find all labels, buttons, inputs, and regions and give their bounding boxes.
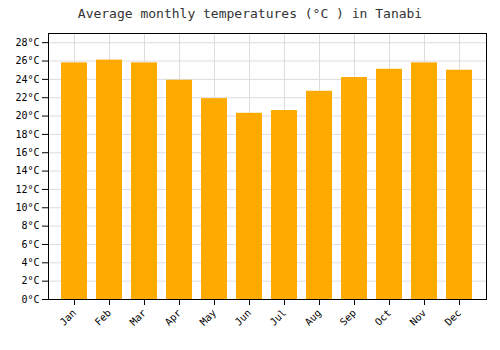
svg-text:6°C: 6°C [21, 239, 39, 250]
svg-text:8°C: 8°C [21, 220, 39, 231]
svg-text:20°C: 20°C [15, 110, 39, 121]
html-text:Average monthly temperatures (: Average monthly temperatures (°C ) in Ta… [77, 6, 423, 21]
svg-text:18°C: 18°C [15, 129, 39, 140]
svg-text:Sep: Sep [338, 307, 359, 328]
svg-text:2°C: 2°C [21, 275, 39, 286]
svg-text:Feb: Feb [93, 307, 114, 328]
svg-text:Dec: Dec [443, 307, 464, 328]
svg-text:22°C: 22°C [15, 92, 39, 103]
svg-text:28°C: 28°C [15, 37, 39, 48]
svg-text:Jan: Jan [58, 307, 79, 328]
svg-text:26°C: 26°C [15, 55, 39, 66]
svg-text:Apr: Apr [163, 307, 184, 328]
svg-text:Jun: Jun [233, 307, 254, 328]
svg-text:Oct: Oct [373, 307, 394, 328]
svg-text:10°C: 10°C [15, 202, 39, 213]
svg-text:14°C: 14°C [15, 165, 39, 176]
svg-text:Mar: Mar [128, 307, 149, 328]
svg-text:12°C: 12°C [15, 184, 39, 195]
svg-text:24°C: 24°C [15, 74, 39, 85]
svg-text:Nov: Nov [408, 307, 429, 328]
svg-text:May: May [198, 307, 219, 328]
svg-text:0°C: 0°C [21, 294, 39, 305]
svg-text:Jul: Jul [268, 307, 289, 328]
svg-text:4°C: 4°C [21, 257, 39, 268]
svg-text:Aug: Aug [303, 307, 324, 328]
svg-text:16°C: 16°C [15, 147, 39, 158]
